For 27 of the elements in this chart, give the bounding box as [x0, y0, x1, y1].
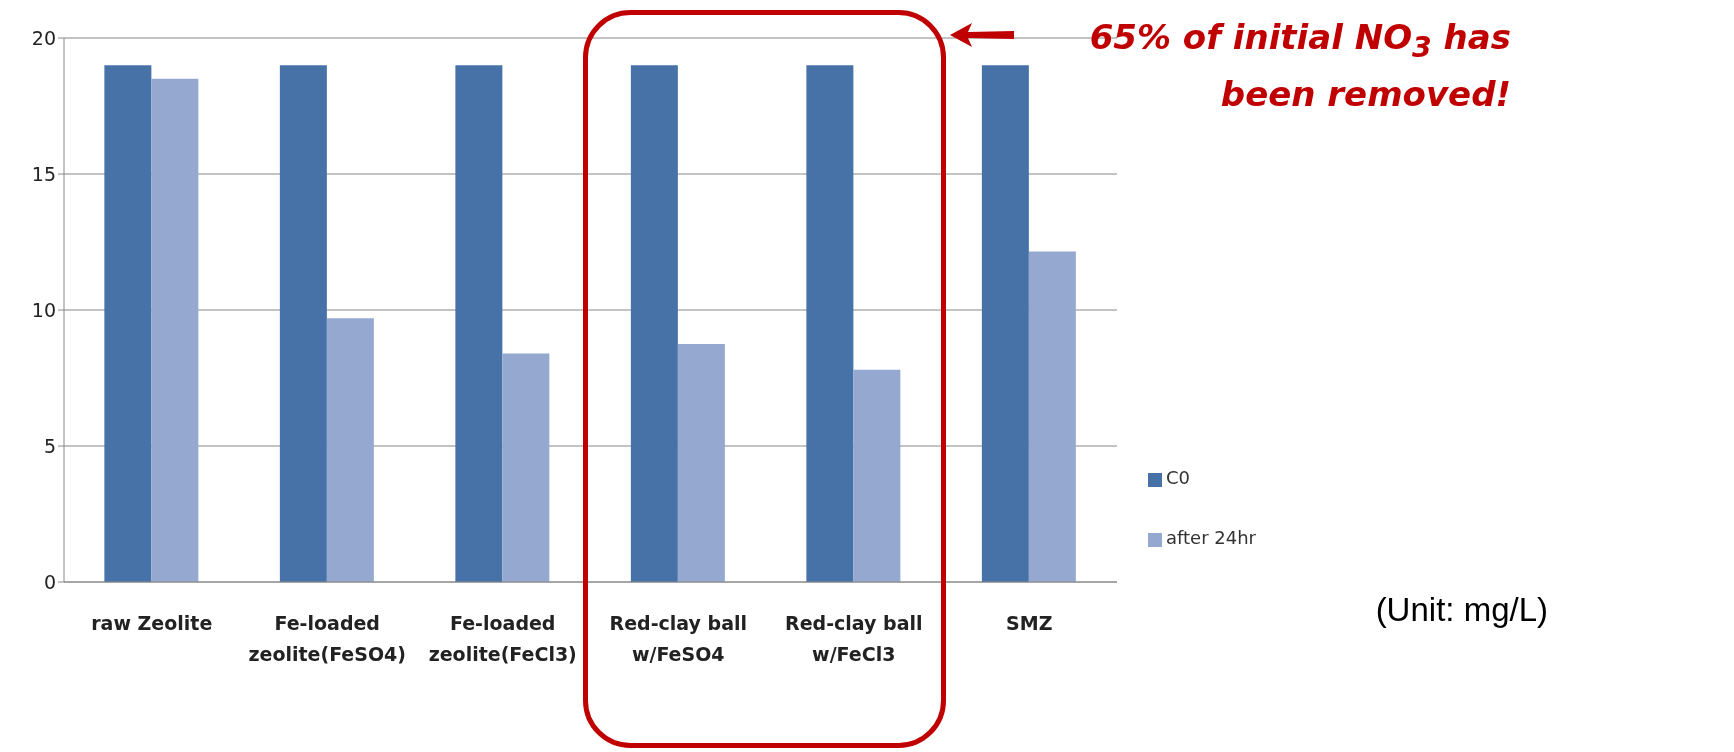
bar	[806, 65, 854, 582]
x-tick-label: Red-clay ball w/FeCl3	[785, 612, 923, 665]
legend-label: after 24hr	[1166, 527, 1257, 548]
x-tick-label: Red-clay ball w/FeSO4	[609, 612, 747, 665]
bar	[981, 65, 1029, 582]
text: (Unit: mg/L)	[1375, 591, 1548, 629]
bar	[326, 318, 374, 582]
y-tick-label: 5	[43, 434, 56, 457]
x-tick-label: Fe-loaded zeolite(FeCl3)	[428, 612, 577, 665]
x-tick-label: raw Zeolite	[91, 612, 213, 634]
bar	[279, 65, 327, 582]
y-tick-label: 20	[31, 26, 56, 49]
x-tick-label: Fe-loaded zeolite(FeSO4)	[248, 612, 407, 665]
bar	[630, 65, 678, 582]
bar	[502, 353, 550, 582]
legend-label: C0	[1166, 467, 1191, 488]
bar	[455, 65, 503, 582]
y-tick-label: 15	[31, 162, 56, 185]
x-tick-label: SMZ	[1006, 612, 1053, 634]
y-tick-label: 0	[43, 570, 56, 593]
y-tick-label: 10	[31, 298, 56, 321]
annotation: 65% of initial NO$_{3}$ has been removed!	[1088, 16, 1511, 116]
bar	[151, 78, 199, 582]
bar	[853, 369, 901, 582]
bar	[677, 344, 725, 582]
bar	[104, 65, 152, 582]
bar	[1028, 251, 1076, 582]
